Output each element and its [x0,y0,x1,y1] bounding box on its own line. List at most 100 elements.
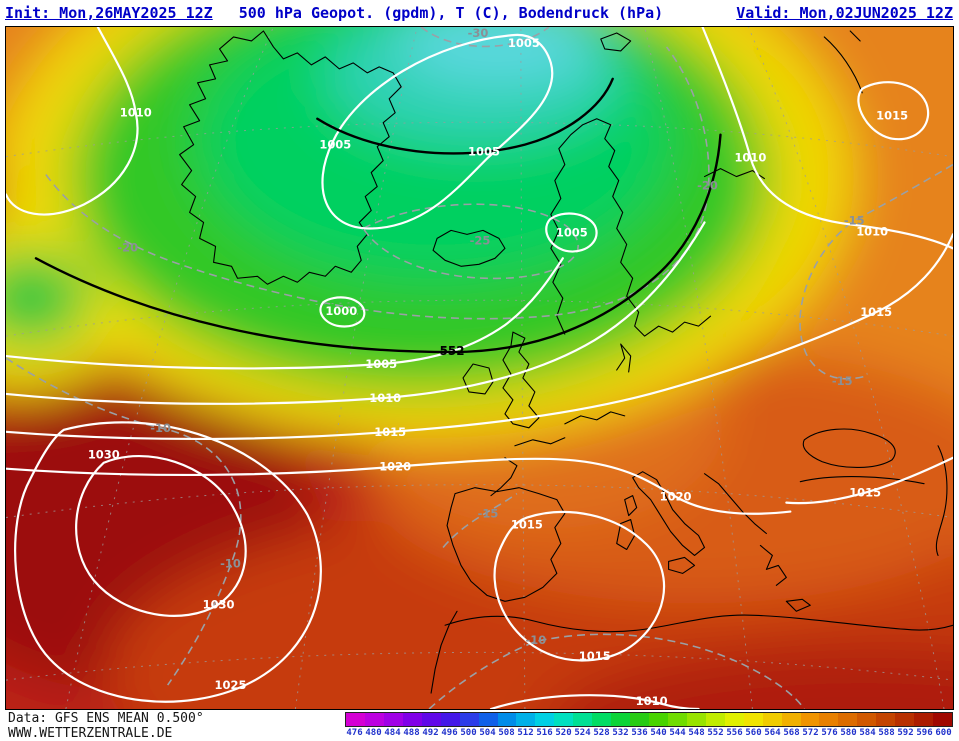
colorbar-cell [346,713,365,726]
colorbar-value: 540 [650,728,667,738]
colorbar-value: 520 [555,728,572,738]
temperature-label: -15 [844,213,865,227]
colorbar-cell [573,713,593,726]
coast-balkans-greece [703,473,811,612]
colorbar-cell [914,713,934,726]
colorbar-cell [535,713,555,726]
coast-ireland [462,363,494,395]
isobar-label: 1015 [511,518,543,532]
coast-iberia [446,487,566,602]
isobar-label: 1020 [660,490,692,504]
coast-black-sea [802,428,896,469]
colorbar-value: 484 [384,728,401,738]
colorbar-value: 548 [688,728,705,738]
isobar-label: 1015 [876,109,908,123]
coast-britain [502,331,540,429]
isobar-label: 1005 [319,138,351,152]
colorbar-cell [686,713,706,726]
colorbar-cell [402,713,422,726]
colorbar-cell [440,713,460,726]
colorbar-cell [554,713,574,726]
coast-italy [632,471,706,556]
colorbar-value: 580 [840,728,857,738]
isobar-label: 1010 [369,391,401,405]
colorbar-value: 572 [802,728,819,738]
colorbar-value: 532 [612,728,629,738]
temperature-label: -25 [470,233,491,247]
colorbar-value: 528 [593,728,610,738]
colorbar-cell [819,713,839,726]
colorbar-value: 488 [403,728,420,738]
temperature-label: -10 [150,421,171,435]
colorbar-cell [497,713,517,726]
weather-map: 1005 1010 1015 1005 1005 1010 1005 1010 1000 1015… [5,26,954,710]
coast-arctic-islands [823,30,863,94]
temperature-label: -20 [697,179,718,193]
credits: Data: GFS ENS MEAN 0.500° WWW.WETTERZENT… [8,711,204,741]
colorbar-value: 592 [897,728,914,738]
contour-labels-layer: 1005 1010 1015 1005 1005 1010 1005 1010 1000 1015… [88,27,908,708]
temperature-contours-layer [6,27,953,709]
colorbar-legend: 476 480 484 488 492 496 500 504 508 512 516 520 524 5… [345,712,953,739]
colorbar-cells [345,712,953,727]
colorbar-cell [743,713,763,726]
isobar-contours-layer [6,27,953,709]
colorbar-cell [478,713,498,726]
isobar-label: 1000 [325,304,357,318]
temperature-label: -15 [478,507,499,521]
colorbar-cell [421,713,441,726]
colorbar-value: 492 [422,728,439,738]
colorbar-cell [724,713,744,726]
colorbar-cell [364,713,384,726]
colorbar-value: 524 [574,728,591,738]
coastlines-layer [179,30,953,694]
isobar-label: 1005 [508,36,540,50]
colorbar-value: 564 [764,728,781,738]
colorbar-value: 560 [745,728,762,738]
map-header: Init: Mon,26MAY2025 12Z 500 hPa Geopot. (… [5,4,953,22]
colorbar-cell [933,713,952,726]
colorbar-cell [705,713,725,726]
isobar-label: 1030 [203,597,235,611]
colorbar-value: 596 [916,728,933,738]
coast-svalbard [600,32,632,52]
isobar-label: 1015 [579,649,611,663]
colorbar-cell [857,713,877,726]
coast-med-islands [616,495,696,574]
map-canvas: 1005 1010 1015 1005 1005 1010 1005 1010 1000 1015… [6,27,953,709]
colorbar-value: 496 [441,728,458,738]
colorbar-cell [800,713,820,726]
temperature-label: -10 [220,556,241,570]
colorbar-value: 536 [631,728,648,738]
colorbar-cell [781,713,801,726]
colorbar-value: 512 [517,728,534,738]
colorbar-cell [895,713,915,726]
isobar-label: 1025 [215,678,247,692]
isobar-label: 1020 [379,460,411,474]
isobar-label: 1015 [860,305,892,319]
coast-scandinavia [550,118,712,337]
graticule-layer [6,27,953,709]
colorbar-cell [876,713,896,726]
colorbar-cell [762,713,782,726]
colorbar-cell [592,713,612,726]
isobar-label: 1010 [734,151,766,165]
init-datetime: Init: Mon,26MAY2025 12Z [5,4,213,22]
temperature-label: -30 [468,27,489,40]
isobar-label: 1010 [120,106,152,120]
colorbar-value: 508 [498,728,515,738]
isobar-label: 1010 [856,224,888,238]
coast-west-europe [490,343,632,497]
temperature-label: -15 [832,374,853,388]
colorbar-value: 568 [783,728,800,738]
website-url: WWW.WETTERZENTRALE.DE [8,726,173,741]
colorbar-cell [649,713,668,726]
isobar-label: 1010 [636,694,668,708]
colorbar-value: 516 [536,728,553,738]
data-source: Data: GFS ENS MEAN 0.500° [8,711,204,726]
coast-greenland [179,30,402,285]
colorbar-value: 504 [479,728,496,738]
coast-turkey-caspian [799,445,948,556]
temperature-label: -10 [526,633,547,647]
temperature-label: -20 [117,240,138,254]
